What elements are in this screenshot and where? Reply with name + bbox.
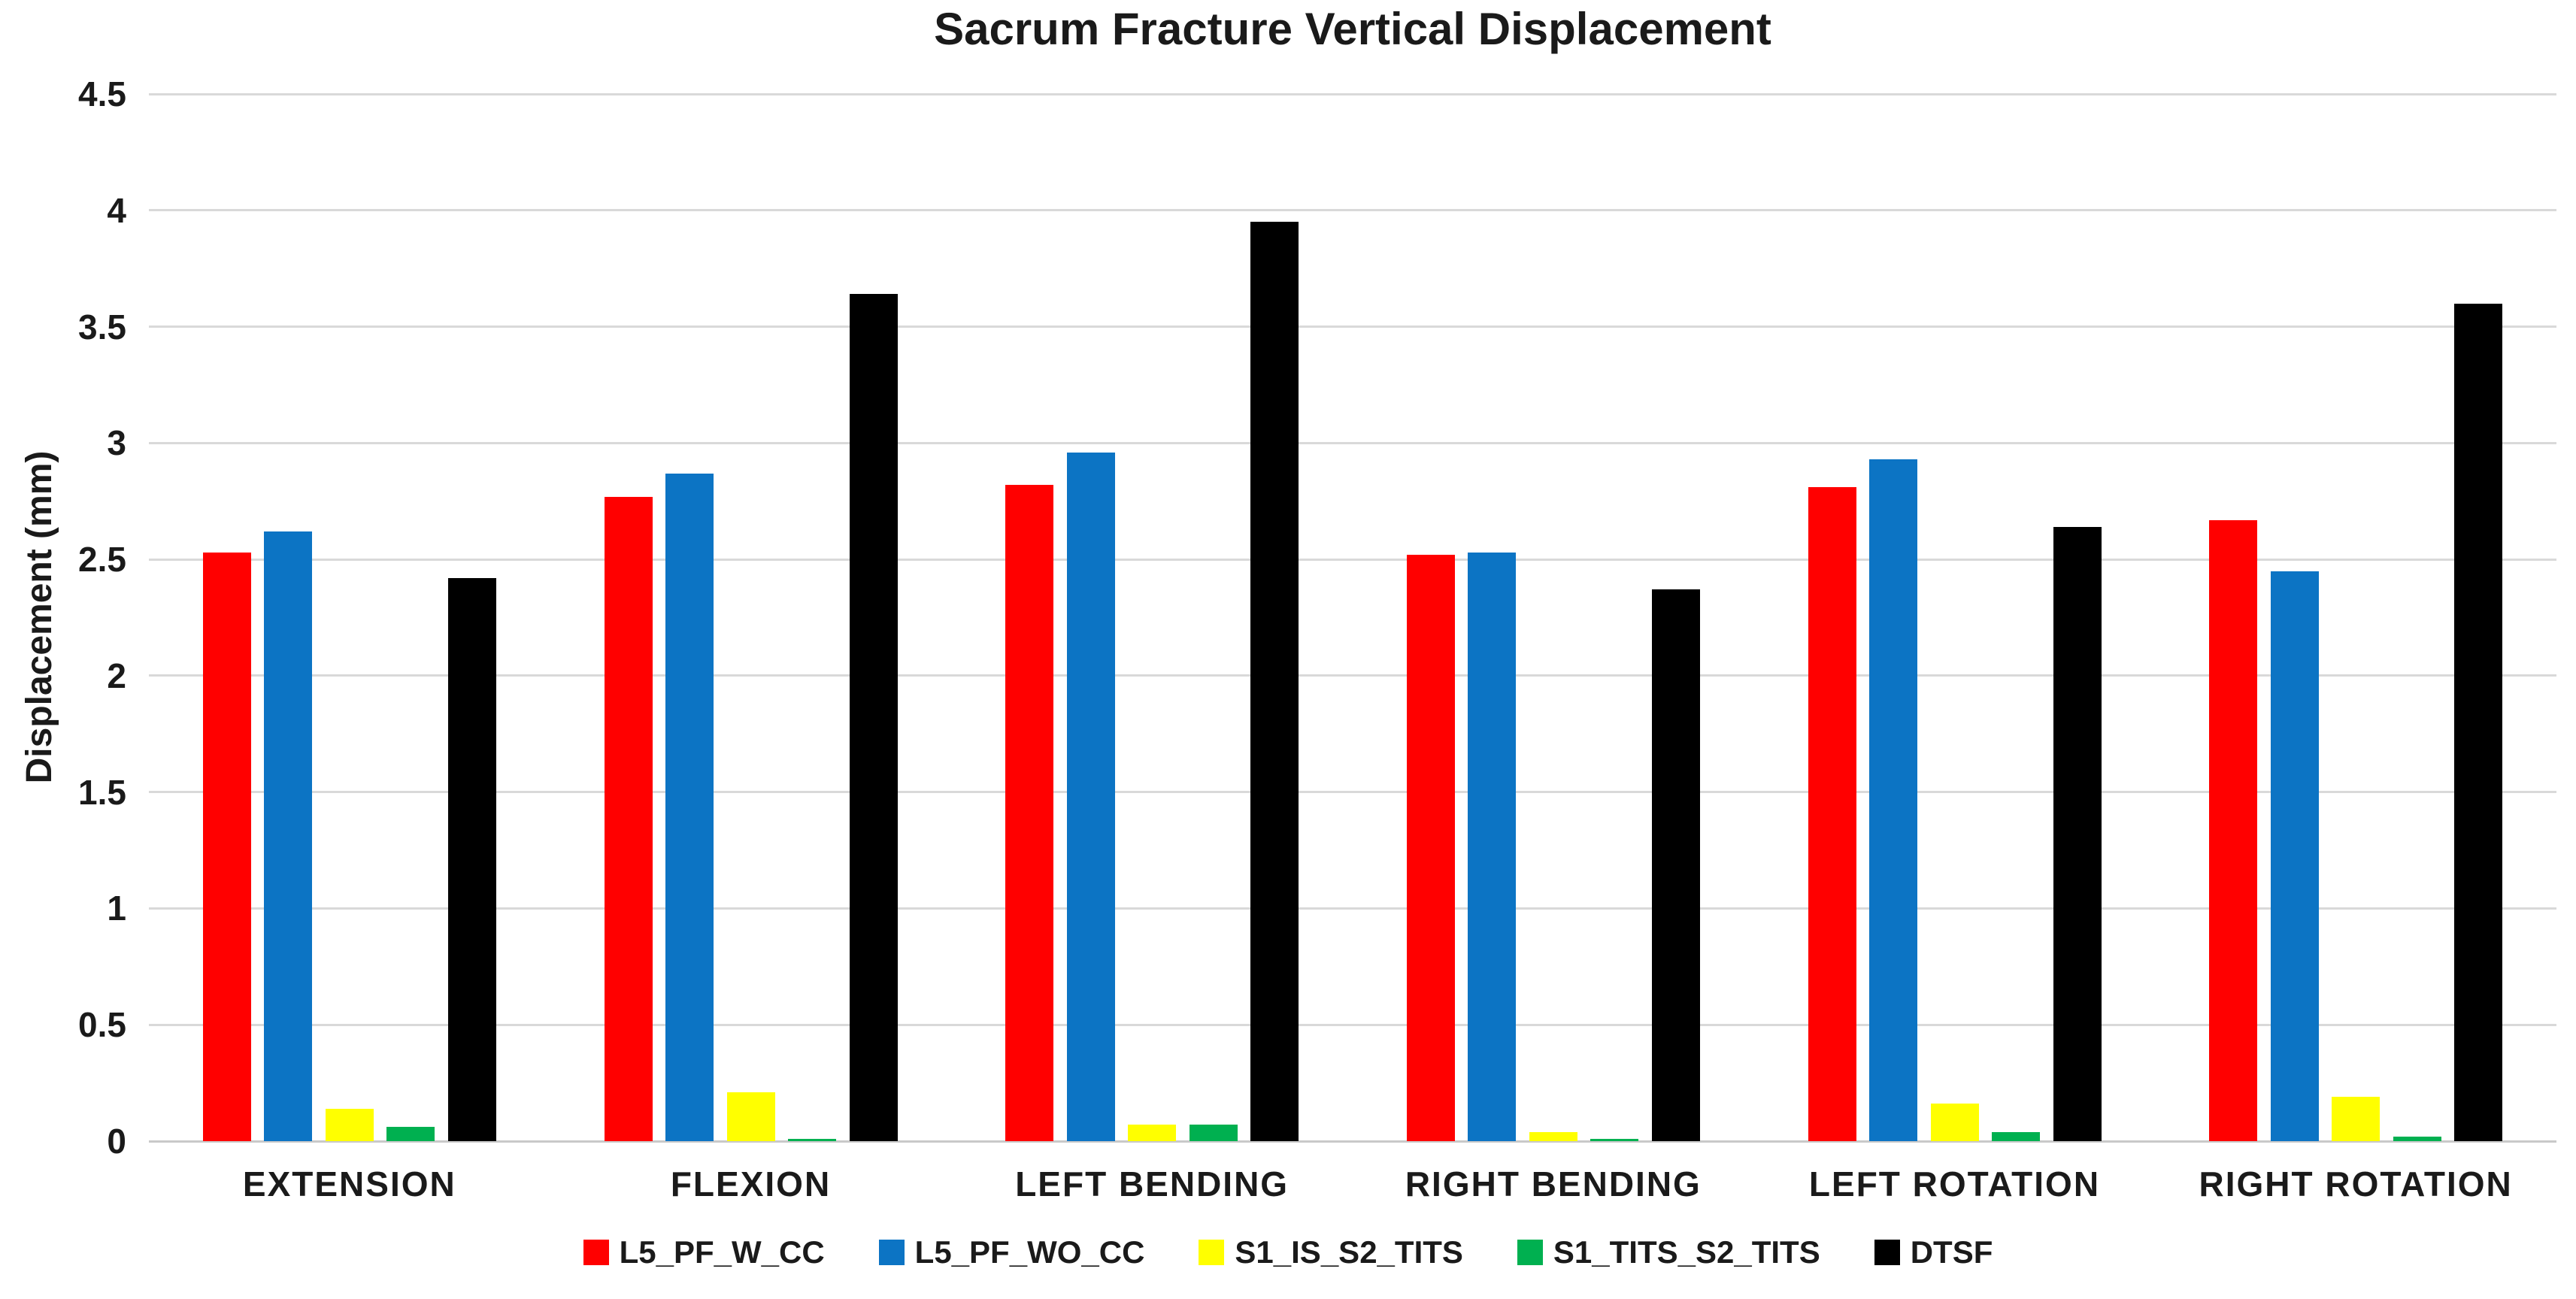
category-label-extension: EXTENSION — [242, 1164, 456, 1204]
legend-item-s1_is_s2_tits: S1_IS_S2_TITS — [1199, 1234, 1463, 1270]
bar-dtsf-extension — [447, 577, 496, 1141]
bar-group-right-bending — [1406, 94, 1700, 1141]
bar-s1_is_s2_tits-left-bending — [1128, 1125, 1177, 1141]
bar-l5_pf_w_cc-left-bending — [1005, 485, 1054, 1141]
category-label-left-bending: LEFT BENDING — [1015, 1164, 1290, 1204]
bar-s1_tits_s2_tits-left-rotation — [1992, 1131, 2040, 1141]
bar-s1_tits_s2_tits-right-bending — [1590, 1138, 1639, 1141]
category-label-right-rotation: RIGHT ROTATION — [2199, 1164, 2513, 1204]
bar-s1_is_s2_tits-right-bending — [1529, 1131, 1577, 1141]
legend-label: L5_PF_W_CC — [619, 1234, 825, 1270]
legend-item-s1_tits_s2_tits: S1_TITS_S2_TITS — [1517, 1234, 1820, 1270]
legend-label: L5_PF_WO_CC — [914, 1234, 1145, 1270]
bar-group-left-rotation — [1808, 94, 2102, 1141]
gridline — [149, 907, 2556, 910]
legend-item-l5_pf_wo_cc: L5_PF_WO_CC — [878, 1234, 1145, 1270]
legend-item-dtsf: DTSF — [1874, 1234, 1993, 1270]
bar-dtsf-flexion — [849, 294, 898, 1141]
gridline — [149, 92, 2556, 95]
gridline — [149, 441, 2556, 444]
y-axis-tick-label: 2 — [107, 656, 126, 695]
y-axis-tick-label: 1 — [107, 889, 126, 928]
y-axis-tick-label: 3 — [107, 423, 126, 463]
legend-item-l5_pf_w_cc: L5_PF_W_CC — [583, 1234, 825, 1270]
gridline — [149, 326, 2556, 329]
chart-title: Sacrum Fracture Vertical Displacement — [934, 4, 1771, 54]
legend-swatch-icon — [1874, 1240, 1900, 1265]
bar-s1_is_s2_tits-flexion — [726, 1092, 775, 1141]
bar-l5_pf_wo_cc-left-rotation — [1869, 459, 1917, 1141]
x-axis-baseline — [149, 1140, 2556, 1143]
bar-group-right-rotation — [2209, 94, 2503, 1141]
bar-s1_tits_s2_tits-left-bending — [1189, 1125, 1238, 1141]
y-axis-tick-label: 4 — [107, 190, 126, 230]
bar-s1_tits_s2_tits-flexion — [788, 1138, 836, 1141]
bar-s1_tits_s2_tits-extension — [386, 1127, 435, 1141]
gridline — [149, 209, 2556, 212]
gridline — [149, 558, 2556, 561]
bar-s1_is_s2_tits-right-rotation — [2332, 1097, 2381, 1141]
bar-dtsf-right-bending — [1651, 589, 1700, 1141]
bar-group-extension — [202, 94, 496, 1141]
category-label-left-rotation: LEFT ROTATION — [1808, 1164, 2101, 1204]
y-axis-title: Displacement (mm) — [20, 450, 59, 784]
category-label-right-bending: RIGHT BENDING — [1405, 1164, 1702, 1204]
legend: L5_PF_W_CC L5_PF_WO_CC S1_IS_S2_TITS S1_TIT… — [0, 1234, 2576, 1270]
y-axis-tick-label: 0.5 — [78, 1005, 126, 1045]
gridline — [149, 674, 2556, 677]
legend-label: DTSF — [1910, 1234, 1993, 1270]
bar-dtsf-left-bending — [1250, 222, 1299, 1141]
y-axis-tick-label: 4.5 — [78, 74, 126, 114]
bar-l5_pf_w_cc-left-rotation — [1808, 487, 1856, 1141]
bar-l5_pf_wo_cc-left-bending — [1066, 452, 1115, 1141]
bar-group-flexion — [604, 94, 898, 1141]
bar-s1_is_s2_tits-left-rotation — [1930, 1104, 1979, 1141]
category-label-flexion: FLEXION — [670, 1164, 832, 1204]
plot-area — [149, 92, 2556, 1143]
gridline — [149, 791, 2556, 794]
bar-l5_pf_wo_cc-right-rotation — [2270, 571, 2319, 1141]
bar-l5_pf_w_cc-flexion — [604, 496, 653, 1141]
bar-l5_pf_wo_cc-flexion — [665, 473, 714, 1141]
bar-dtsf-left-rotation — [2053, 526, 2102, 1141]
legend-label: S1_TITS_S2_TITS — [1553, 1234, 1820, 1270]
bar-group-left-bending — [1005, 94, 1299, 1141]
bar-l5_pf_wo_cc-extension — [264, 531, 313, 1141]
bar-s1_tits_s2_tits-right-rotation — [2393, 1136, 2441, 1141]
legend-swatch-icon — [878, 1240, 905, 1265]
bar-dtsf-right-rotation — [2454, 303, 2503, 1141]
bar-l5_pf_w_cc-right-bending — [1406, 554, 1455, 1141]
y-axis-tick-label: 1.5 — [78, 772, 126, 812]
bar-l5_pf_w_cc-right-rotation — [2209, 519, 2258, 1141]
y-axis-tick-label: 0 — [107, 1122, 126, 1161]
y-axis-tick-label: 3.5 — [78, 307, 126, 347]
gridline — [149, 1023, 2556, 1026]
legend-label: S1_IS_S2_TITS — [1235, 1234, 1463, 1270]
legend-swatch-icon — [1517, 1240, 1543, 1265]
legend-swatch-icon — [1199, 1240, 1225, 1265]
bar-l5_pf_w_cc-extension — [202, 552, 251, 1141]
y-axis-tick-label: 2.5 — [78, 540, 126, 580]
bar-l5_pf_wo_cc-right-bending — [1468, 552, 1517, 1141]
bar-s1_is_s2_tits-extension — [325, 1108, 374, 1141]
legend-swatch-icon — [583, 1240, 609, 1265]
